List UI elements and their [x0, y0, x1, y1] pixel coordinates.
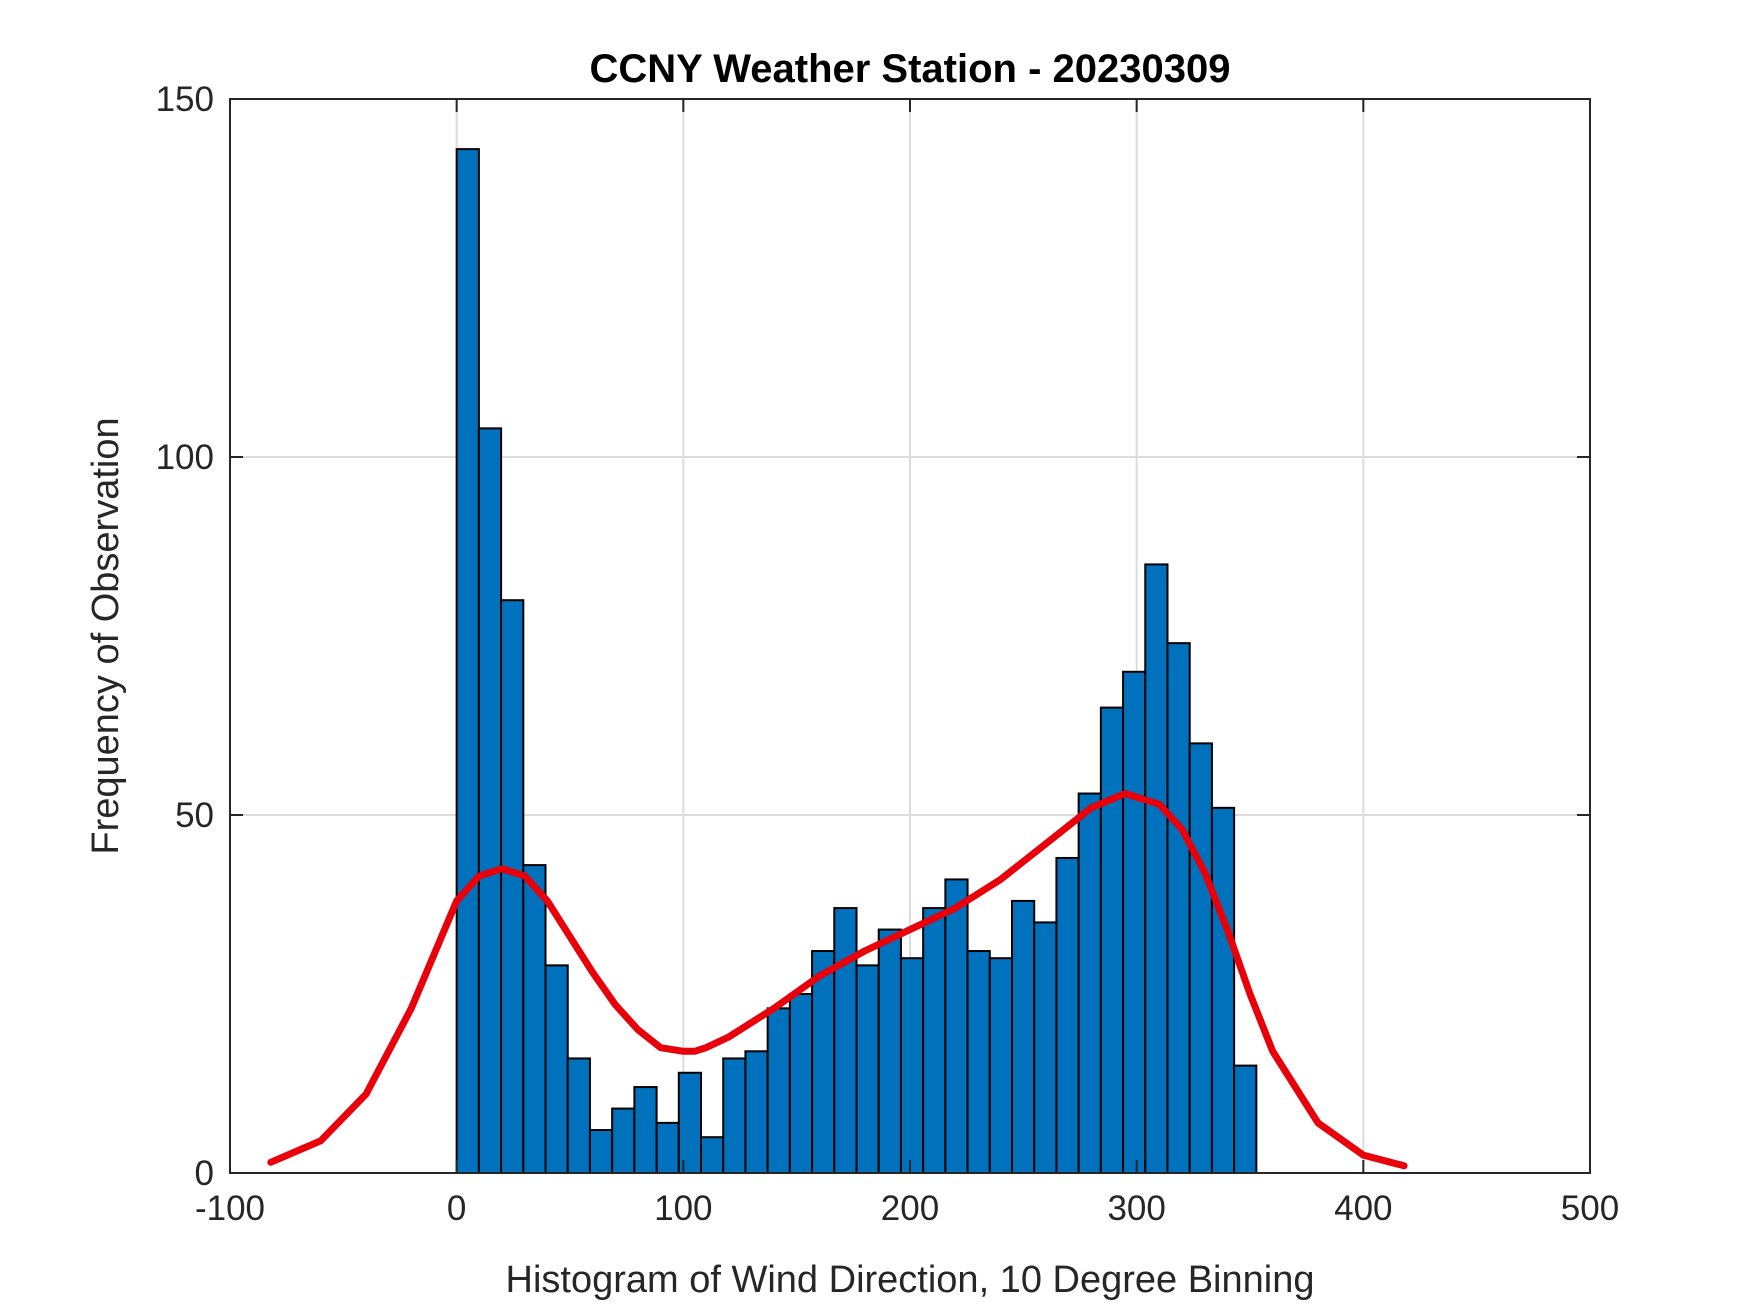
histogram-bar	[500, 599, 525, 1174]
histogram-bar	[788, 993, 814, 1174]
histogram-bar	[722, 1057, 747, 1174]
histogram-bar	[544, 964, 569, 1174]
y-axis-label: Frequency of Observation	[85, 417, 127, 854]
histogram-bar	[566, 1057, 591, 1174]
y-tick-label: 150	[156, 80, 214, 119]
histogram-bar	[966, 950, 991, 1174]
fit-curve-line	[267, 790, 1408, 1170]
histogram-bar	[700, 1136, 725, 1174]
histogram-bar	[1011, 899, 1036, 1174]
histogram-bar	[633, 1086, 658, 1174]
histogram-bar	[1166, 642, 1191, 1174]
x-tick-label: 0	[447, 1189, 466, 1228]
histogram-bar	[877, 928, 902, 1174]
histogram-bar	[1188, 742, 1213, 1175]
histogram-bar	[455, 148, 480, 1174]
y-tick-label: 0	[195, 1154, 214, 1193]
histogram-bar	[1055, 856, 1080, 1175]
histogram-bar	[677, 1071, 703, 1175]
histogram-bar	[477, 427, 503, 1174]
histogram-bar	[833, 907, 858, 1175]
histogram-bar	[1099, 706, 1125, 1174]
histogram-bar	[655, 1121, 680, 1175]
histogram-bar	[588, 1129, 614, 1175]
histogram-bar	[811, 950, 836, 1174]
x-tick-label: 300	[1107, 1189, 1165, 1228]
x-tick-label: 400	[1334, 1189, 1392, 1228]
histogram-bar	[855, 964, 880, 1174]
histogram-bar	[766, 1007, 791, 1174]
y-tick-label: 100	[156, 438, 214, 477]
histogram-bar	[1144, 563, 1169, 1174]
x-tick-label: -100	[195, 1189, 265, 1228]
x-tick-label: 500	[1561, 1189, 1619, 1228]
histogram-bar	[744, 1050, 769, 1175]
histogram-bar	[944, 878, 969, 1174]
chart-title: CCNY Weather Station - 20230309	[590, 47, 1231, 91]
fit-curve-group	[267, 790, 1408, 1170]
x-tick-label: 200	[881, 1189, 939, 1228]
x-tick-label: 100	[654, 1189, 712, 1228]
histogram-bar	[1077, 792, 1102, 1175]
histogram-bar	[899, 957, 925, 1175]
histogram-bar	[988, 957, 1014, 1175]
y-tick-label: 50	[175, 796, 214, 835]
histogram-bar	[1233, 1064, 1258, 1174]
histogram-bar	[611, 1107, 636, 1175]
histogram-bar	[1210, 806, 1236, 1175]
histogram-bar	[1122, 670, 1147, 1174]
histogram-bar	[522, 864, 547, 1174]
histogram-bar	[922, 907, 947, 1175]
x-axis-label: Histogram of Wind Direction, 10 Degree B…	[506, 1259, 1315, 1301]
histogram-bars	[455, 148, 1258, 1175]
histogram-bar	[1033, 921, 1058, 1175]
